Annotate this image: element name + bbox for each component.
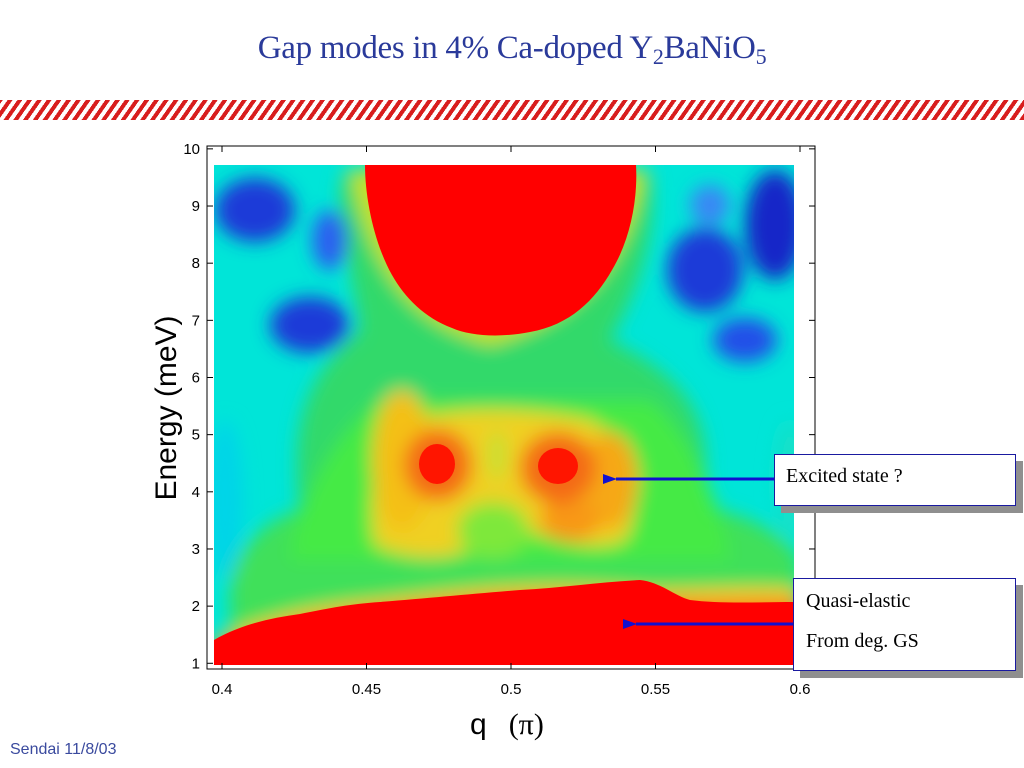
y-axis-ticks: 1 2 3 4 5 6 7 8 9 10 — [183, 141, 815, 672]
x-tick-label: 0.45 — [352, 681, 381, 698]
y-tick-label: 7 — [192, 312, 200, 329]
x-axis-label: q (π) — [470, 708, 544, 741]
y-tick-label: 9 — [192, 198, 200, 215]
x-axis-ticks: 0.4 0.45 0.5 0.55 0.6 — [212, 146, 811, 698]
y-tick-label: 1 — [192, 655, 200, 672]
title-main: Gap modes in 4% Ca-doped Y — [257, 30, 653, 66]
excited-state-label: Excited state ? — [786, 465, 903, 487]
title-formula-part: BaNiO — [663, 30, 756, 66]
title-subscript-2: 2 — [652, 44, 664, 69]
y-tick-label: 5 — [192, 427, 200, 444]
quasi-elastic-callout: Quasi-elastic From deg. GS — [793, 578, 1016, 671]
title-subscript-5: 5 — [755, 44, 767, 69]
x-tick-label: 0.4 — [212, 681, 233, 698]
degenerate-gs-label: From deg. GS — [806, 630, 919, 652]
y-tick-label: 10 — [183, 141, 200, 158]
high-energy-continuum — [365, 165, 637, 336]
x-tick-label: 0.5 — [501, 681, 522, 698]
excited-state-peak-left — [419, 444, 455, 484]
quasi-elastic-label: Quasi-elastic — [806, 590, 911, 612]
heatmap — [214, 165, 794, 665]
y-tick-label: 6 — [192, 369, 200, 386]
y-tick-label: 2 — [192, 598, 200, 615]
excited-state-peak-right — [538, 448, 578, 484]
excited-state-callout: Excited state ? — [774, 454, 1016, 506]
y-tick-label: 3 — [192, 541, 200, 558]
slide-title: Gap modes in 4% Ca-doped Y2BaNiO5 — [0, 30, 1024, 69]
y-axis-label: Energy (meV) — [150, 315, 183, 500]
y-tick-label: 8 — [192, 255, 200, 272]
x-tick-label: 0.6 — [790, 681, 811, 698]
quasi-elastic-band — [214, 580, 794, 665]
y-tick-label: 4 — [192, 484, 200, 501]
title-divider-bar — [0, 100, 1024, 120]
footer-date: Sendai 11/8/03 — [10, 741, 117, 758]
x-tick-label: 0.55 — [641, 681, 670, 698]
